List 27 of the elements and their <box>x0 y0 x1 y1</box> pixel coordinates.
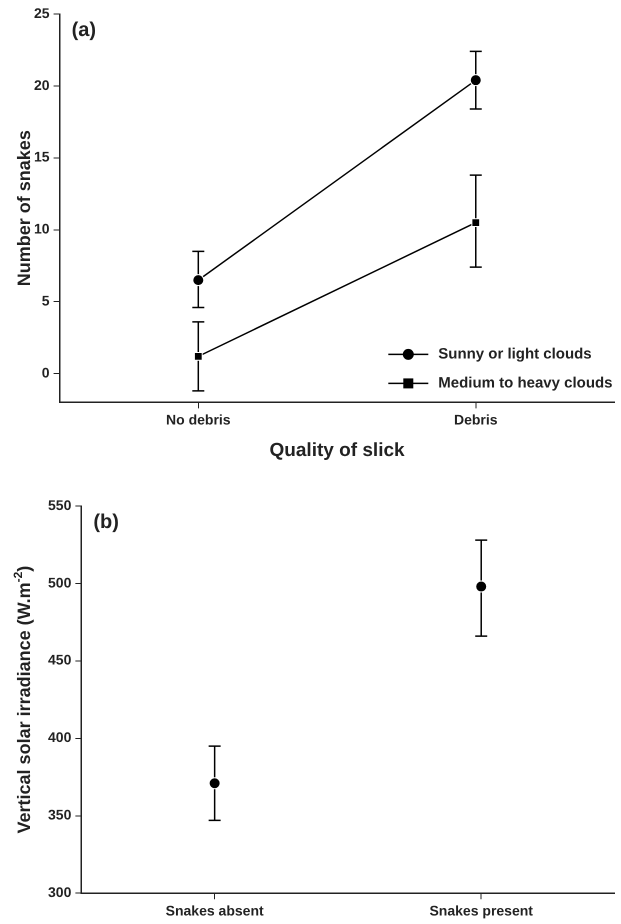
legend-label: Sunny or light clouds <box>438 346 592 363</box>
y-tick-label: 15 <box>34 148 50 165</box>
y-tick-label: 20 <box>34 76 50 93</box>
y-tick-label: 550 <box>48 496 72 513</box>
y-axis-title: Number of snakes <box>14 130 34 286</box>
y-tick-label: 0 <box>42 364 50 380</box>
y-tick-label: 400 <box>48 729 72 746</box>
annotation: (b) <box>93 511 119 533</box>
point <box>471 218 480 227</box>
y-tick-label: 450 <box>48 652 72 668</box>
y-axis-title: Vertical solar irradiance (W.m-2) <box>11 566 34 834</box>
x-tick-label: Snakes present <box>429 902 534 918</box>
point <box>470 74 482 86</box>
point <box>194 352 203 361</box>
x-axis-title: Quality of slick <box>269 440 406 461</box>
y-tick-label: 300 <box>48 884 72 900</box>
y-tick-label: 5 <box>42 292 50 309</box>
y-tick-label: 10 <box>34 220 50 237</box>
y-tick-label: 25 <box>34 4 50 21</box>
x-tick-label: Snakes absent <box>166 902 264 918</box>
annotation: (a) <box>72 19 96 41</box>
y-tick-label: 500 <box>48 574 72 590</box>
y-tick-label: 350 <box>48 806 72 823</box>
legend-label: Medium to heavy clouds <box>438 374 613 392</box>
x-tick-label: Debris <box>454 412 498 428</box>
x-tick-label: No debris <box>166 412 231 428</box>
point <box>192 274 204 286</box>
